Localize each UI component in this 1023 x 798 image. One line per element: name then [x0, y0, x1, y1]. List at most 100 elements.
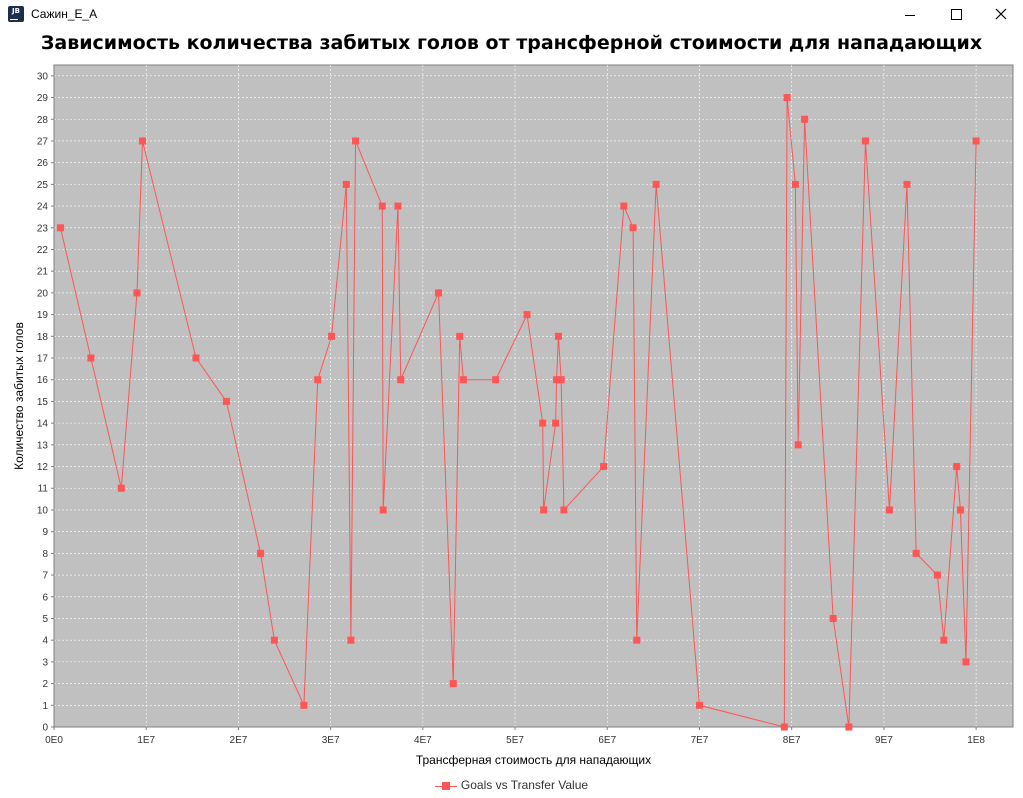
plot-background: [53, 64, 1014, 728]
legend-label: Goals vs Transfer Value: [460, 778, 589, 792]
data-point: [962, 658, 970, 666]
y-tick-label: 29: [37, 93, 49, 104]
data-point: [972, 137, 980, 145]
data-point: [87, 354, 95, 362]
data-point: [557, 376, 565, 384]
x-tick-label: 3E7: [322, 735, 340, 746]
data-point: [492, 376, 500, 384]
y-tick-label: 19: [37, 310, 49, 321]
chart-title: Зависимость количества забитых голов от …: [40, 32, 983, 54]
data-point: [633, 636, 641, 644]
data-point: [791, 180, 799, 188]
data-point: [257, 549, 265, 557]
data-point: [523, 311, 531, 319]
y-tick-label: 11: [38, 484, 49, 495]
data-point: [912, 549, 920, 557]
data-point: [953, 463, 961, 471]
x-tick-label: 2E7: [230, 735, 248, 746]
app-icon: JB: [8, 6, 24, 22]
data-point: [117, 484, 125, 492]
data-point: [139, 137, 147, 145]
data-point: [940, 636, 948, 644]
data-point: [449, 680, 457, 688]
data-point: [459, 376, 467, 384]
x-tick-label: 9E7: [875, 735, 893, 746]
maximize-icon: [951, 9, 962, 20]
data-point: [347, 636, 355, 644]
legend: Goals vs Transfer Value: [0, 778, 1023, 792]
y-tick-label: 27: [37, 136, 49, 147]
data-point: [328, 332, 336, 340]
y-tick-label: 24: [37, 202, 49, 213]
data-point: [192, 354, 200, 362]
y-tick-label: 4: [42, 636, 48, 647]
y-axis-label: Количество забитых голов: [12, 322, 26, 470]
data-point: [801, 115, 809, 123]
x-tick-label: 7E7: [691, 735, 709, 746]
data-point: [394, 202, 402, 210]
maximize-button[interactable]: [933, 0, 979, 30]
data-point: [885, 506, 893, 514]
data-point: [56, 224, 64, 232]
x-tick-label: 4E7: [414, 735, 432, 746]
data-point: [352, 137, 360, 145]
y-tick-label: 22: [37, 245, 49, 256]
y-tick-label: 15: [37, 397, 49, 408]
y-tick-label: 2: [42, 679, 48, 690]
x-tick-label: 6E7: [598, 735, 616, 746]
y-tick-label: 13: [37, 440, 49, 451]
data-point: [600, 463, 608, 471]
data-point: [629, 224, 637, 232]
data-point: [270, 636, 278, 644]
y-tick-label: 6: [42, 592, 48, 603]
data-point: [695, 701, 703, 709]
app-icon-label: JB: [12, 7, 20, 15]
data-point: [539, 419, 547, 427]
data-point: [560, 506, 568, 514]
data-point: [780, 723, 788, 731]
data-point: [300, 701, 308, 709]
y-tick-label: 5: [42, 614, 48, 625]
window-title: Сажин_Е_А: [31, 7, 98, 21]
data-point: [845, 723, 853, 731]
y-tick-label: 28: [37, 115, 49, 126]
data-point: [620, 202, 628, 210]
data-point: [397, 376, 405, 384]
data-point: [540, 506, 548, 514]
y-tick-label: 21: [37, 267, 49, 278]
window-titlebar: JB Сажин_Е_А: [0, 0, 1023, 30]
minimize-button[interactable]: [887, 0, 933, 30]
x-tick-label: 1E8: [967, 735, 985, 746]
data-point: [794, 441, 802, 449]
close-icon: [995, 8, 1007, 20]
data-point: [378, 202, 386, 210]
y-tick-label: 23: [37, 223, 49, 234]
y-tick-label: 25: [37, 180, 49, 191]
legend-swatch: [434, 780, 457, 792]
close-button[interactable]: [978, 0, 1023, 30]
y-tick-label: 3: [42, 657, 48, 668]
y-tick-label: 1: [42, 701, 48, 712]
axes: [53, 65, 1013, 728]
y-tick-label: 30: [37, 71, 49, 82]
y-tick-label: 8: [42, 549, 48, 560]
y-tick-label: 18: [37, 332, 49, 343]
y-tick-label: 14: [37, 419, 49, 430]
data-point: [435, 289, 443, 297]
y-axis-ticks: 0123456789101112131415161718192021222324…: [37, 71, 54, 734]
data-point: [652, 180, 660, 188]
x-tick-label: 0E0: [45, 735, 63, 746]
x-tick-label: 1E7: [137, 735, 155, 746]
data-point: [861, 137, 869, 145]
x-axis-label: Трансферная стоимость для нападающих: [416, 753, 651, 767]
y-tick-label: 26: [37, 158, 49, 169]
y-tick-label: 10: [37, 505, 49, 516]
series-goals-vs-transfer-value: [56, 94, 980, 731]
y-tick-label: 9: [42, 527, 48, 538]
data-point: [133, 289, 141, 297]
x-axis-ticks: 0E0 1E7 2E7 3E7 4E7 5E7 6E7 7E7 8E7 9E7 1E8: [45, 727, 985, 746]
x-tick-label: 5E7: [506, 735, 524, 746]
data-point: [222, 397, 230, 405]
data-point: [342, 180, 350, 188]
data-point: [552, 419, 560, 427]
